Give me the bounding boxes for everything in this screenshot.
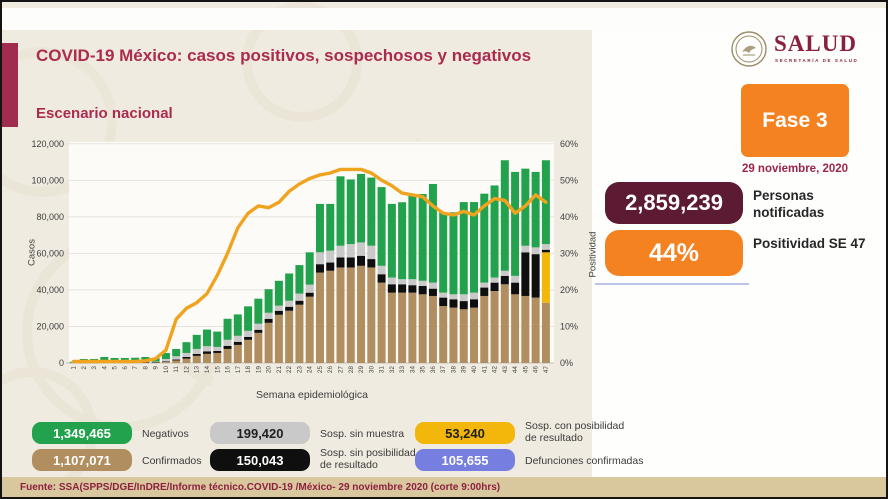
svg-text:14: 14	[204, 366, 211, 374]
svg-text:100,000: 100,000	[31, 175, 64, 185]
positivity-label: Positividad SE 47	[753, 236, 866, 251]
page-title: COVID-19 México: casos positivos, sospec…	[36, 46, 532, 65]
legend-label-confirmados: Confirmados	[142, 455, 202, 467]
legend-pill-sosp-con-posibilidad: 53,240	[415, 422, 515, 444]
salud-logo-subtitle: SECRETARÍA DE SALUD	[775, 58, 859, 63]
svg-text:30%: 30%	[560, 248, 578, 258]
svg-text:43: 43	[502, 366, 509, 374]
svg-text:3: 3	[91, 366, 98, 370]
svg-text:6: 6	[122, 366, 129, 370]
notified-pill: 2,859,239	[605, 182, 743, 224]
svg-text:1: 1	[71, 366, 78, 370]
svg-text:41: 41	[481, 366, 488, 374]
svg-text:35: 35	[420, 366, 427, 374]
svg-text:17: 17	[235, 366, 242, 374]
svg-text:120,000: 120,000	[31, 139, 64, 149]
svg-text:0%: 0%	[560, 358, 573, 368]
svg-text:37: 37	[440, 366, 447, 374]
svg-text:20,000: 20,000	[36, 321, 64, 331]
svg-text:23: 23	[296, 366, 303, 374]
svg-text:42: 42	[492, 366, 499, 374]
svg-text:11: 11	[173, 366, 180, 373]
svg-text:50%: 50%	[560, 175, 578, 185]
svg-text:13: 13	[194, 366, 201, 374]
svg-text:0: 0	[59, 358, 64, 368]
svg-text:46: 46	[533, 366, 540, 374]
footer-bar: Fuente: SSA(SPPS/DGE/InDRE/Informe técni…	[2, 477, 886, 497]
legend-label-sosp-sin-muestra: Sosp. sin muestra	[320, 428, 405, 440]
svg-text:34: 34	[409, 366, 416, 374]
svg-text:8: 8	[142, 366, 149, 370]
svg-text:40,000: 40,000	[36, 285, 64, 295]
svg-text:38: 38	[450, 366, 457, 374]
svg-text:25: 25	[317, 366, 324, 374]
svg-text:9: 9	[153, 366, 160, 370]
notified-label: Personas notificadas	[753, 188, 825, 220]
page-subtitle: Escenario nacional	[36, 105, 173, 122]
legend-pill-sosp-sin-posibilidad: 150,043	[210, 449, 310, 471]
svg-text:19: 19	[255, 366, 262, 374]
svg-text:36: 36	[430, 366, 437, 374]
svg-text:44: 44	[512, 366, 519, 374]
top-band	[2, 8, 886, 30]
svg-text:15: 15	[214, 366, 221, 374]
svg-text:26: 26	[327, 366, 334, 374]
legend-pill-defunciones: 105,655	[415, 449, 515, 471]
positivity-pill: 44%	[605, 230, 743, 276]
svg-text:45: 45	[522, 366, 529, 374]
accent-bar	[2, 43, 18, 127]
svg-text:7: 7	[132, 366, 139, 370]
svg-text:39: 39	[461, 366, 468, 374]
svg-text:10: 10	[163, 366, 170, 374]
legend-pill-negativos: 1,349,465	[32, 422, 132, 444]
legend-label-defunciones: Defunciones confirmadas	[525, 455, 644, 467]
svg-text:80,000: 80,000	[36, 212, 64, 222]
salud-seal-icon	[731, 31, 767, 67]
legend-label-sosp-con-posibilidad: Sosp. con posibilidad de resultado	[525, 420, 625, 445]
x-axis-title: Semana epidemiológica	[255, 389, 369, 401]
svg-text:33: 33	[399, 366, 406, 374]
svg-text:2: 2	[81, 366, 88, 370]
salud-logo: SALUD SECRETARÍA DE SALUD	[730, 28, 880, 72]
salud-wordmark: SALUD	[774, 31, 857, 56]
svg-text:22: 22	[286, 366, 293, 374]
y-axis-title: Casos	[26, 239, 38, 266]
svg-text:32: 32	[389, 366, 396, 374]
svg-text:29: 29	[358, 366, 365, 374]
y2-axis-title: Positividad	[587, 231, 599, 278]
svg-text:60%: 60%	[560, 139, 578, 149]
svg-text:12: 12	[183, 366, 190, 374]
svg-text:40%: 40%	[560, 212, 578, 222]
svg-text:47: 47	[543, 366, 550, 374]
svg-text:60,000: 60,000	[36, 248, 64, 258]
svg-text:24: 24	[307, 366, 314, 374]
svg-text:20: 20	[266, 366, 273, 374]
svg-text:18: 18	[245, 366, 252, 374]
svg-text:21: 21	[276, 366, 283, 374]
svg-text:16: 16	[225, 366, 232, 374]
svg-text:30: 30	[368, 366, 375, 374]
legend-label-negativos: Negativos	[142, 428, 189, 440]
phase-date: 29 noviembre, 2020	[741, 163, 849, 175]
svg-text:20%: 20%	[560, 285, 578, 295]
svg-text:31: 31	[379, 366, 386, 374]
svg-text:4: 4	[101, 366, 108, 370]
svg-text:5: 5	[112, 366, 119, 370]
svg-text:27: 27	[338, 366, 345, 374]
legend-label-sosp-sin-posibilidad: Sosp. sin posibilidad de resultado	[320, 447, 416, 472]
legend-pill-sosp-sin-muestra: 199,420	[210, 422, 310, 444]
source-text: Fuente: SSA(SPPS/DGE/InDRE/Informe técni…	[20, 481, 501, 493]
svg-text:28: 28	[348, 366, 355, 374]
legend-pill-confirmados: 1,107,071	[32, 449, 132, 471]
svg-text:40: 40	[471, 366, 478, 374]
svg-text:10%: 10%	[560, 321, 578, 331]
phase-badge: Fase 3	[741, 84, 849, 157]
divider-line	[595, 283, 749, 285]
